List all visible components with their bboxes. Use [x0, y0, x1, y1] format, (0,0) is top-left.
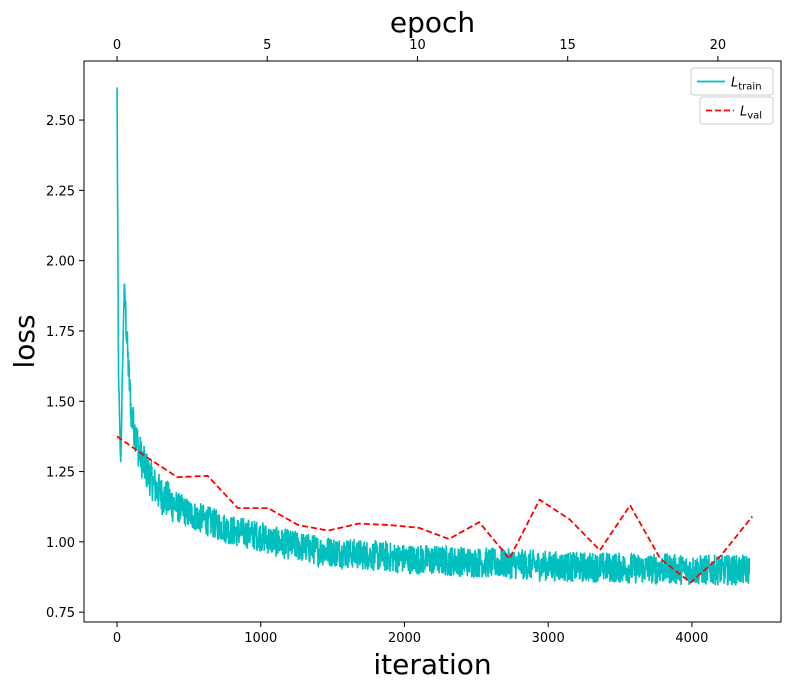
x-tick-label: 2000: [388, 631, 421, 646]
legend-box: [699, 96, 774, 125]
y-tick-label: 1.25: [46, 466, 75, 481]
x-tick-label: 3000: [532, 631, 565, 646]
plot-frame: [83, 60, 782, 623]
legend-label: Lval: [740, 105, 762, 122]
x-tick-label: 1000: [244, 631, 277, 646]
top-x-axis-title: epoch: [390, 6, 475, 39]
y-tick-label: 0.75: [46, 606, 75, 621]
train-loss-line: [116, 87, 751, 587]
top-x-tick-label: 15: [559, 38, 576, 53]
legend-box: [690, 67, 774, 96]
top-x-tick-label: 20: [710, 38, 727, 53]
y-tick-label: 1.50: [46, 395, 75, 410]
x-tick-label: 0: [113, 631, 121, 646]
x-axis-title: iteration: [373, 648, 491, 681]
y-tick-label: 2.00: [46, 255, 75, 270]
y-tick-label: 2.25: [46, 184, 75, 199]
val-loss-line: [116, 435, 754, 584]
top-x-tick-label: 10: [409, 38, 426, 53]
y-tick-label: 1.75: [46, 325, 75, 340]
y-tick-label: 2.50: [46, 114, 75, 129]
x-tick-label: 4000: [675, 631, 708, 646]
y-tick-label: 1.00: [46, 536, 75, 551]
y-axis-title: loss: [8, 314, 41, 368]
top-x-tick-label: 5: [263, 38, 271, 53]
legend-label: Ltrain: [731, 76, 762, 93]
top-x-tick-label: 0: [113, 38, 121, 53]
